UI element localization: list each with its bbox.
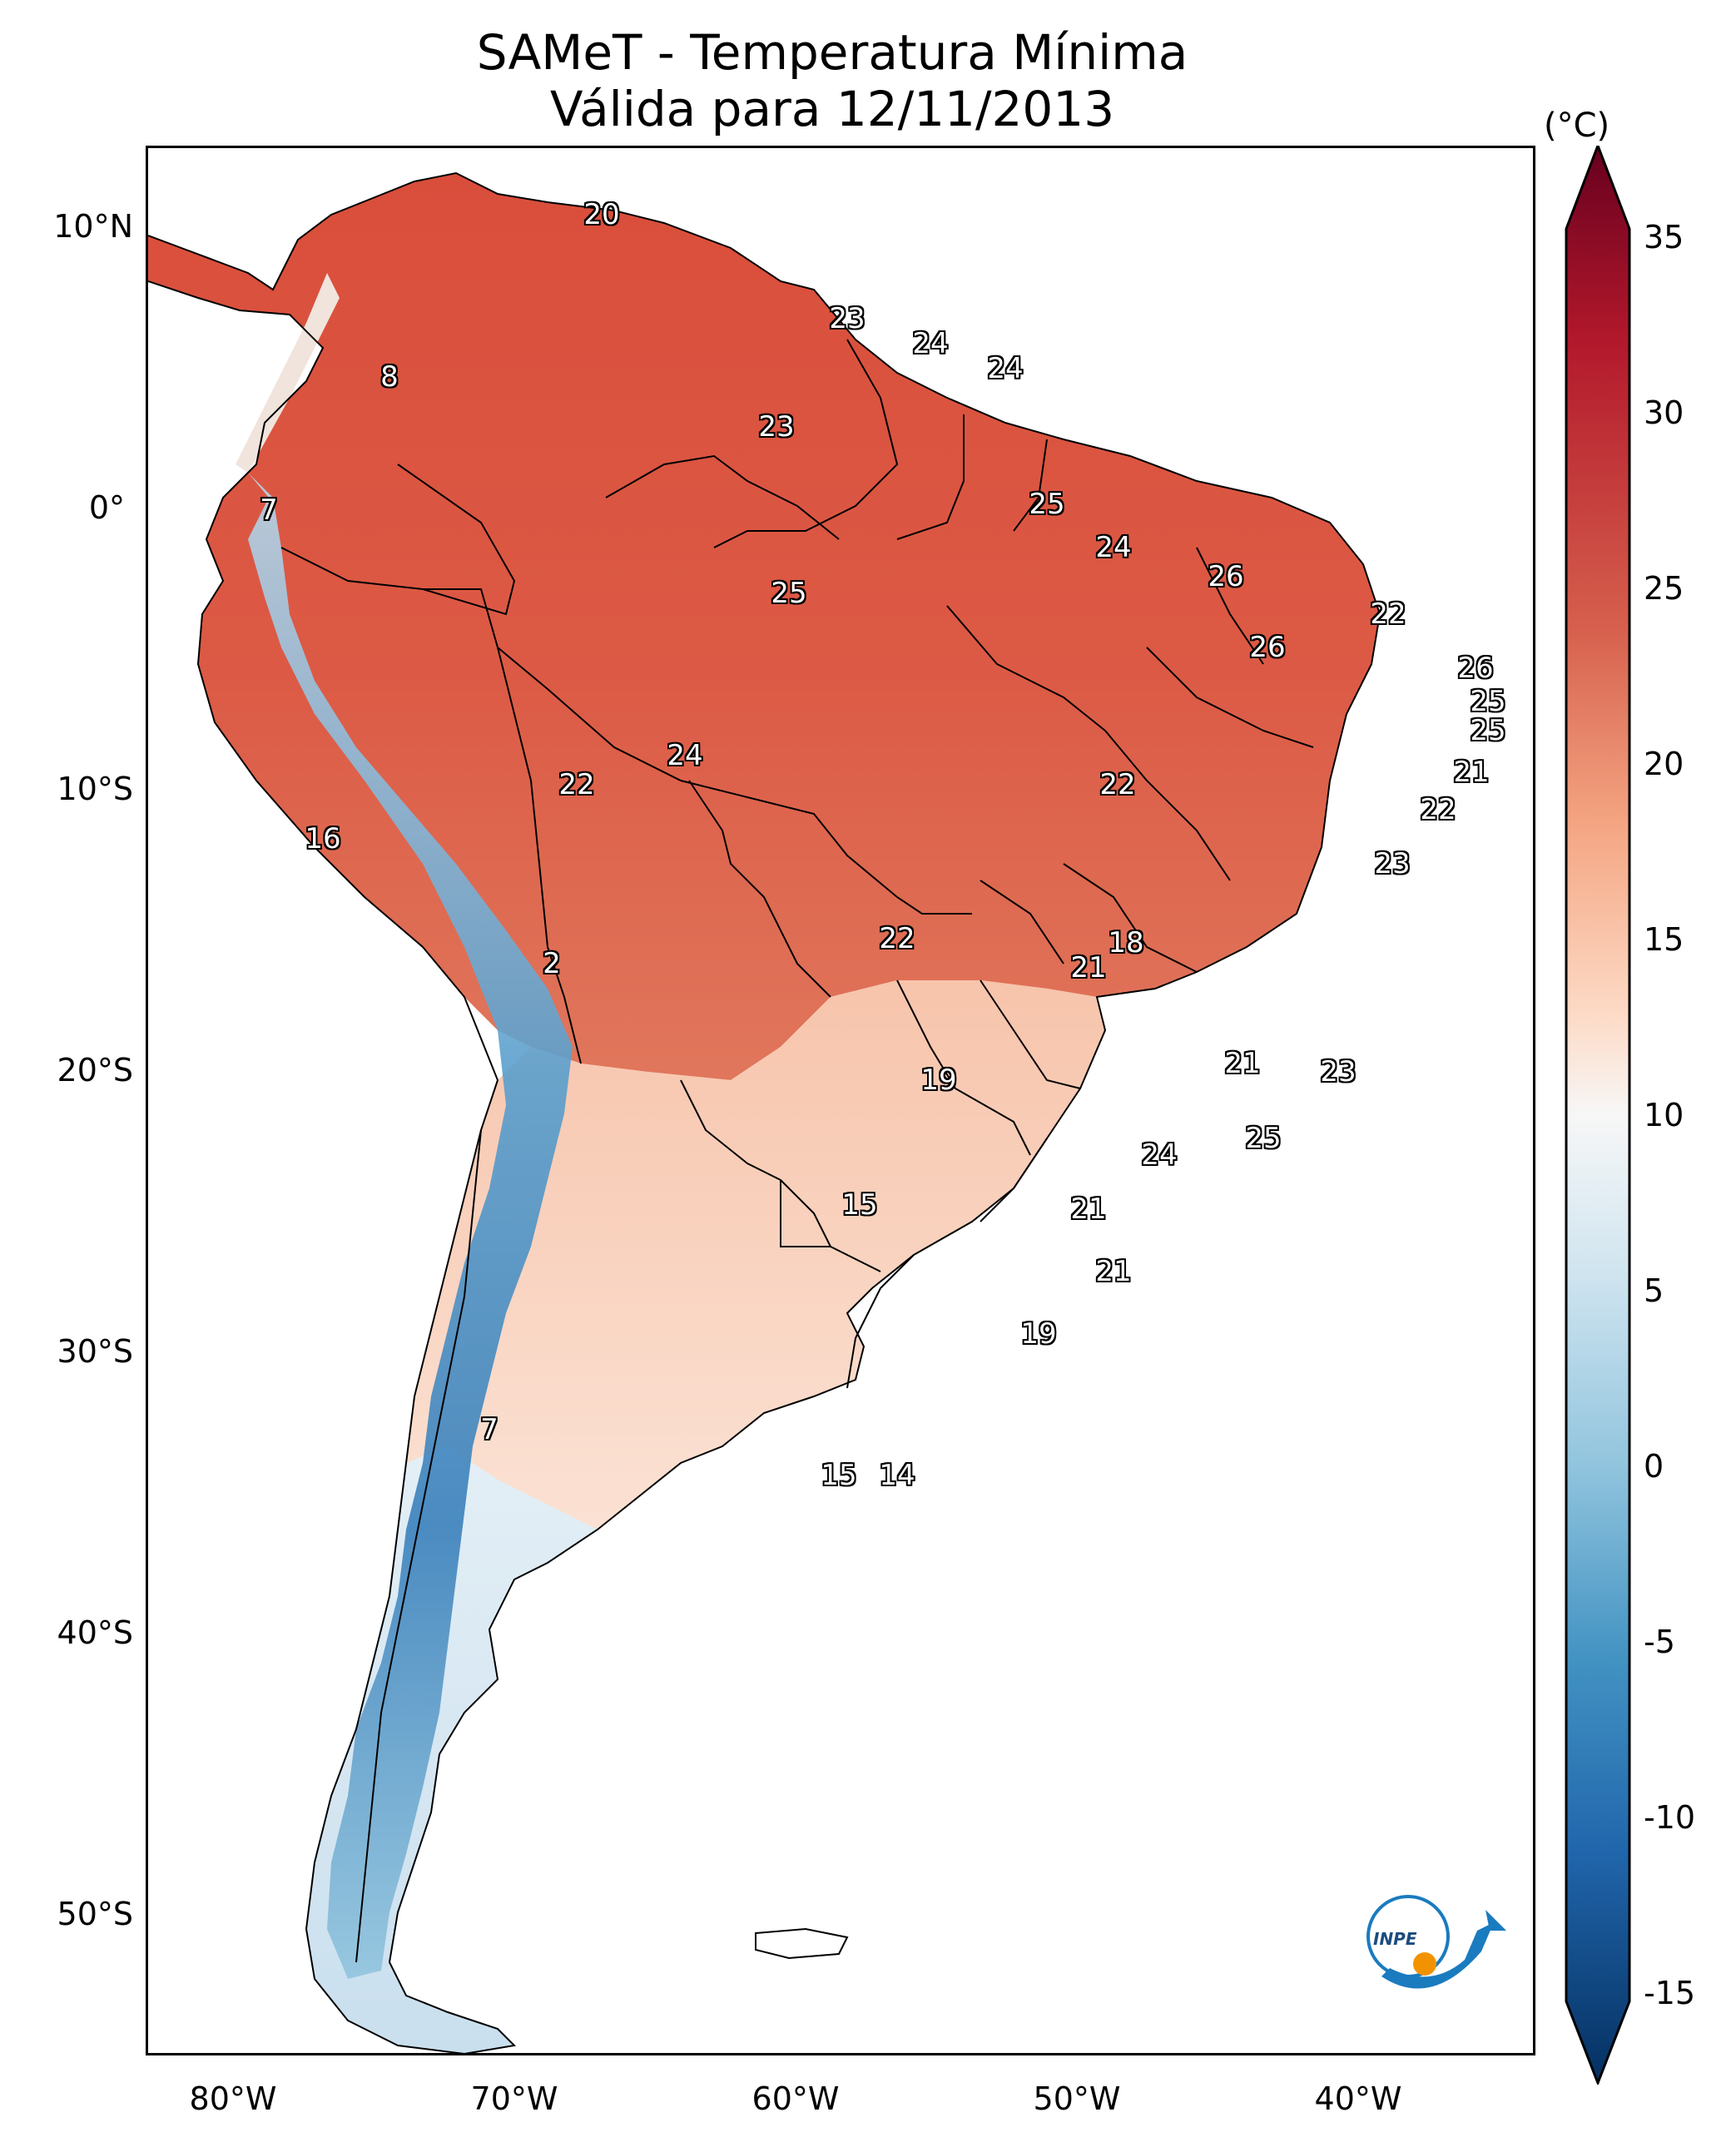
falkland-islands	[755, 1927, 849, 1960]
contour-label: 22	[1099, 768, 1136, 801]
contour-label: 25	[1029, 488, 1065, 521]
lat-label: 0°	[88, 489, 125, 526]
lon-label: 60°W	[751, 2080, 840, 2117]
lat-label: 30°S	[57, 1333, 133, 1370]
andes-cold-band	[248, 473, 573, 1979]
contour-label: 22	[558, 768, 595, 801]
contour-label: 23	[758, 410, 795, 444]
logo-text: INPE	[1373, 1929, 1417, 1949]
contour-label: 2	[543, 947, 561, 980]
lon-label: 50°W	[1033, 2080, 1121, 2117]
contour-label: 7	[480, 1413, 498, 1446]
contour-label: 19	[920, 1064, 957, 1097]
map-area: 20 23 24 24 8 23 7 25 24 26 22 25 26 26 …	[146, 146, 1535, 2055]
contour-label: 18	[1108, 926, 1144, 959]
colorbar-tick: 0	[1644, 1448, 1664, 1485]
contour-label: 24	[987, 352, 1024, 385]
contour-label: 23	[829, 302, 866, 335]
colorbar-tick: 35	[1644, 219, 1684, 255]
contour-label: 21	[1070, 1193, 1107, 1226]
lat-label: 50°S	[57, 1896, 133, 1932]
contour-label: 22	[879, 922, 915, 955]
contour-label: 24	[667, 739, 703, 772]
contour-label: 25	[771, 577, 807, 610]
colorbar-tick: -15	[1644, 1975, 1696, 2011]
lat-label: 10°S	[57, 771, 133, 807]
contour-label: 22	[1420, 793, 1456, 826]
coastline	[148, 171, 1381, 2053]
colombian-andes	[236, 273, 340, 473]
colorbar-tick: 15	[1644, 921, 1684, 958]
contour-label: 24	[1095, 531, 1132, 564]
colorbar-tick: -5	[1644, 1624, 1675, 1660]
contour-label: 21	[1070, 951, 1107, 984]
lat-label: 20°S	[57, 1052, 133, 1088]
colorbar-tick: -10	[1644, 1799, 1696, 1836]
contour-label: 15	[841, 1188, 878, 1222]
lon-label: 80°W	[189, 2080, 277, 2117]
colorbar	[1565, 146, 1631, 2085]
colorbar-tick: 5	[1644, 1272, 1664, 1309]
contour-label: 20	[583, 198, 620, 231]
contour-label: 26	[1249, 631, 1286, 664]
contour-label: 26	[1457, 652, 1494, 685]
continent-north	[148, 173, 1380, 1080]
contour-label: 25	[1470, 685, 1506, 718]
map-subtitle: Válida para 12/11/2013	[549, 81, 1115, 137]
contour-label: 26	[1208, 560, 1244, 593]
contour-label: 24	[1141, 1138, 1178, 1172]
contour-label: 24	[912, 327, 949, 360]
lon-label: 40°W	[1314, 2080, 1402, 2117]
contour-label: 21	[1224, 1047, 1261, 1080]
temperature-map	[148, 171, 1381, 2053]
contour-label: 21	[1095, 1255, 1132, 1288]
contour-label: 22	[1370, 598, 1406, 631]
contour-label: 8	[380, 360, 399, 394]
colorbar-unit: (°C)	[1544, 107, 1610, 145]
contour-label: 25	[1245, 1122, 1282, 1155]
colorbar-tick: 30	[1644, 394, 1684, 431]
contour-label: 23	[1320, 1055, 1357, 1088]
contour-label: 15	[821, 1459, 857, 1492]
inpe-logo-icon: INPE	[1357, 1885, 1506, 2001]
contour-label: 14	[879, 1459, 915, 1492]
colorbar-tick: 20	[1644, 746, 1684, 782]
lat-label: 10°N	[53, 208, 133, 245]
contour-label: 7	[260, 493, 278, 527]
contour-label: 23	[1374, 847, 1411, 880]
contour-label: 19	[1020, 1317, 1057, 1351]
contour-label: 16	[305, 822, 341, 855]
contour-label: 21	[1453, 756, 1490, 789]
colorbar-tick: 25	[1644, 570, 1684, 607]
lat-label: 40°S	[57, 1614, 133, 1651]
map-title: SAMeT - Temperatura Mínima	[476, 24, 1188, 81]
contour-label: 25	[1470, 714, 1506, 747]
lon-label: 70°W	[470, 2080, 558, 2117]
colorbar-tick: 10	[1644, 1097, 1684, 1133]
